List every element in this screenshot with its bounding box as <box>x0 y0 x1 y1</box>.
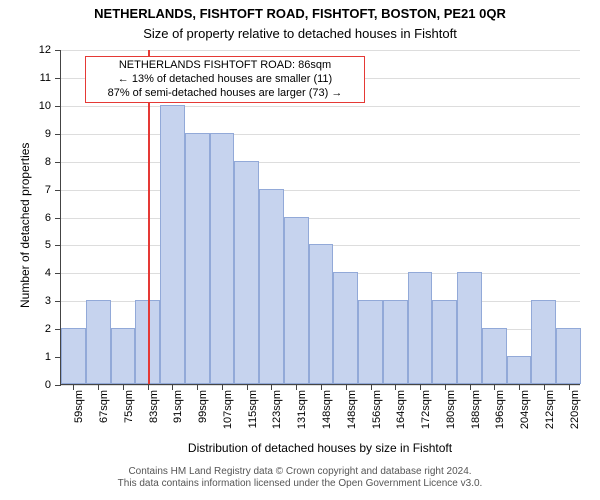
y-tick <box>55 78 61 79</box>
y-tick <box>55 385 61 386</box>
y-tick-label: 10 <box>39 100 51 112</box>
bar <box>259 189 284 384</box>
bar <box>185 133 210 384</box>
x-tick-label: 115sqm <box>247 390 259 428</box>
x-tick-label: 172sqm <box>420 390 432 429</box>
bar <box>234 161 259 384</box>
x-tick-label: 148sqm <box>321 390 333 429</box>
x-tick-label: 107sqm <box>222 390 234 429</box>
x-tick-label: 212sqm <box>544 390 556 429</box>
y-tick <box>55 190 61 191</box>
bar <box>309 244 334 384</box>
bar <box>86 300 111 384</box>
x-tick-label: 180sqm <box>445 390 457 429</box>
y-tick <box>55 301 61 302</box>
x-tick-label: 148sqm <box>346 390 358 429</box>
y-tick-label: 12 <box>39 44 51 56</box>
bar <box>457 272 482 384</box>
y-tick-label: 6 <box>45 212 51 224</box>
x-tick-label: 59sqm <box>73 390 85 423</box>
bar <box>531 300 556 384</box>
x-tick-label: 156sqm <box>371 390 383 429</box>
x-tick-label: 83sqm <box>148 390 160 423</box>
info-box-line: 87% of semi-detached houses are larger (… <box>92 87 358 101</box>
x-tick-label: 196sqm <box>494 390 506 429</box>
attribution-text: Contains HM Land Registry data © Crown c… <box>0 466 600 490</box>
y-tick <box>55 162 61 163</box>
bar <box>383 300 408 384</box>
y-tick-label: 5 <box>45 239 51 251</box>
x-tick-label: 220sqm <box>569 390 581 429</box>
y-tick-label: 2 <box>45 323 51 335</box>
gridline <box>61 218 580 219</box>
bar <box>111 328 136 384</box>
bar <box>408 272 433 384</box>
y-axis-title: Number of detached properties <box>18 142 32 307</box>
x-tick-label: 123sqm <box>271 390 283 429</box>
x-tick-label: 99sqm <box>197 390 209 423</box>
y-tick-label: 4 <box>45 267 51 279</box>
y-tick-label: 7 <box>45 184 51 196</box>
y-tick-label: 1 <box>45 351 51 363</box>
x-tick-label: 131sqm <box>296 390 308 429</box>
chart-title-sub: Size of property relative to detached ho… <box>0 26 600 41</box>
y-tick <box>55 218 61 219</box>
y-tick-label: 11 <box>40 72 51 84</box>
gridline <box>61 134 580 135</box>
y-tick-label: 3 <box>45 295 51 307</box>
bar <box>333 272 358 384</box>
bar <box>284 217 309 385</box>
x-tick-label: 188sqm <box>470 390 482 429</box>
bar <box>507 356 532 384</box>
bar <box>61 328 86 384</box>
gridline <box>61 190 580 191</box>
chart-container: NETHERLANDS, FISHTOFT ROAD, FISHTOFT, BO… <box>0 0 600 500</box>
y-tick <box>55 106 61 107</box>
x-axis-title: Distribution of detached houses by size … <box>60 441 580 455</box>
y-tick-label: 8 <box>45 156 51 168</box>
bar <box>556 328 581 384</box>
x-tick-label: 91sqm <box>172 390 184 423</box>
y-tick <box>55 134 61 135</box>
bar <box>210 133 235 384</box>
info-box-line: ← 13% of detached houses are smaller (11… <box>92 73 358 87</box>
bar <box>482 328 507 384</box>
info-box-line: NETHERLANDS FISHTOFT ROAD: 86sqm <box>92 59 358 73</box>
x-tick-label: 67sqm <box>98 390 110 423</box>
y-tick <box>55 245 61 246</box>
y-tick-label: 0 <box>45 379 51 391</box>
attribution-line1: Contains HM Land Registry data © Crown c… <box>0 466 600 478</box>
chart-title-main: NETHERLANDS, FISHTOFT ROAD, FISHTOFT, BO… <box>0 6 600 21</box>
gridline <box>61 162 580 163</box>
gridline <box>61 106 580 107</box>
y-tick <box>55 50 61 51</box>
bar <box>432 300 457 384</box>
attribution-line2: This data contains information licensed … <box>0 478 600 490</box>
x-tick-label: 164sqm <box>395 390 407 429</box>
y-tick <box>55 273 61 274</box>
y-tick-label: 9 <box>45 128 51 140</box>
bar <box>160 105 185 384</box>
gridline <box>61 50 580 51</box>
x-tick-label: 204sqm <box>519 390 531 429</box>
info-box: NETHERLANDS FISHTOFT ROAD: 86sqm← 13% of… <box>85 56 365 103</box>
bar <box>358 300 383 384</box>
x-tick-label: 75sqm <box>123 390 135 423</box>
